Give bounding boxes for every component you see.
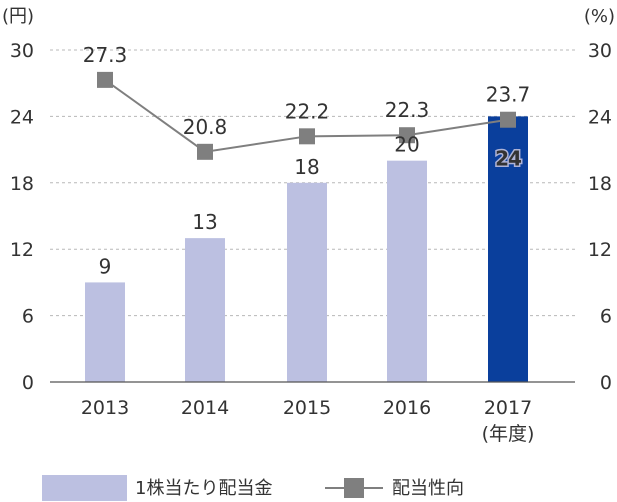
y-tick-left-0: 0: [22, 372, 34, 394]
line-marker-2017: [500, 111, 516, 128]
bar-label-2017: 24: [495, 146, 521, 170]
y-tick-left-6: 6: [22, 306, 34, 328]
bar-label-2016: 20: [394, 133, 419, 157]
legend-bar-swatch: [42, 475, 127, 501]
bar-2013: [85, 282, 125, 382]
x-tick-2016: 2016: [383, 397, 431, 419]
y-tick-left-12: 12: [10, 239, 34, 261]
bar-2017: [488, 116, 528, 383]
line-label-2014: 20.8: [183, 115, 228, 139]
left-unit-label: (円): [2, 6, 34, 27]
legend-line-label: 配当性向: [392, 478, 464, 499]
legend-bar-label: 1株当たり配当金: [135, 478, 272, 499]
bar-2014: [185, 238, 225, 382]
y-tick-left-24: 24: [10, 106, 34, 128]
x-tick-2013: 2013: [81, 397, 129, 419]
right-unit-label: (%): [584, 6, 615, 27]
y-tick-left-30: 30: [10, 40, 34, 62]
line-label-2013: 27.3: [83, 43, 128, 67]
legend-line-marker: [344, 478, 364, 498]
bar-2015: [287, 182, 327, 382]
legend: 1株当たり配当金 配当性向: [42, 475, 464, 501]
line-series: [97, 71, 516, 160]
y-tick-right-0: 0: [600, 372, 612, 394]
line-label-2016: 22.3: [385, 98, 430, 122]
x-sublabel: (年度): [482, 423, 535, 445]
y-tick-right-18: 18: [588, 173, 612, 195]
bar-series: [85, 116, 528, 383]
line-marker-2015: [299, 128, 315, 145]
y-tick-right-24: 24: [588, 106, 612, 128]
y-tick-right-6: 6: [600, 306, 612, 328]
line-marker-2014: [197, 143, 213, 160]
x-tick-2015: 2015: [283, 397, 331, 419]
bar-label-2013: 9: [99, 254, 112, 278]
bar-label-2015: 18: [294, 155, 319, 179]
y-tick-left-18: 18: [10, 173, 34, 195]
bar-label-2014: 13: [192, 210, 217, 234]
line-label-2015: 22.2: [285, 99, 330, 123]
bar-2016: [387, 160, 427, 382]
y-tick-right-12: 12: [588, 239, 612, 261]
y-tick-right-30: 30: [588, 40, 612, 62]
data-labels: 9 13 18 20 24 27.3 20.8 22.2 22.3 23.7: [83, 43, 531, 279]
line-marker-2016: [399, 127, 415, 144]
line-label-2017: 23.7: [486, 83, 531, 107]
x-tick-2014: 2014: [181, 397, 229, 419]
x-tick-2017: 2017: [484, 397, 532, 419]
line-marker-2013: [97, 71, 113, 88]
